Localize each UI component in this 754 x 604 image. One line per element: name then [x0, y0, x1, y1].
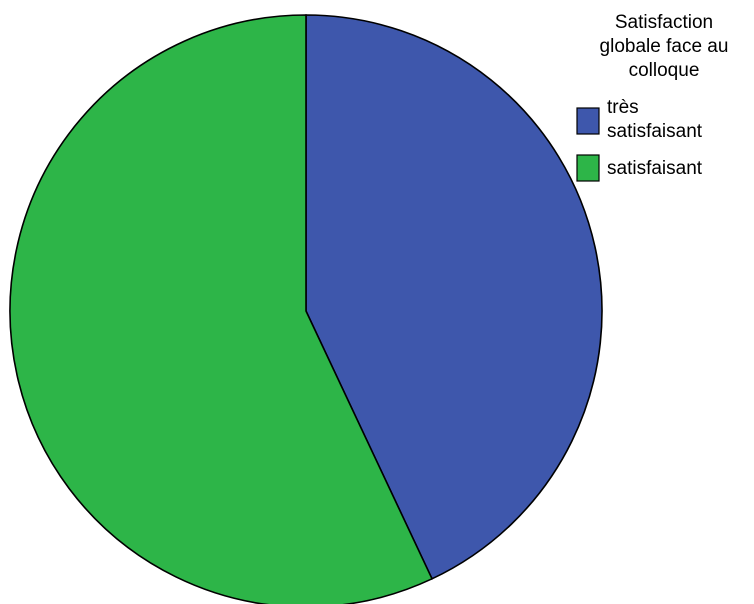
legend-swatch-tres-satisfaisant: [576, 107, 600, 135]
pie-slice-satisfaisant: [9, 14, 434, 604]
pie-slices: [9, 14, 603, 604]
legend: Satisfaction globale face au colloque tr…: [576, 12, 729, 182]
legend-item-satisfaisant: satisfaisant: [576, 154, 703, 182]
legend-label-tres-satisfaisant-line-2: satisfaisant: [607, 121, 703, 142]
legend-item-tres-satisfaisant: très satisfaisant: [576, 97, 703, 142]
legend-title-line-3: colloque: [629, 60, 700, 81]
legend-title-line-2: globale face au: [600, 36, 729, 57]
legend-label-tres-satisfaisant-line-1: très: [607, 97, 639, 118]
pie-slice-tr-s-satisfaisant: [305, 14, 603, 580]
legend-title-line-1: Satisfaction: [615, 12, 713, 33]
legend-label-satisfaisant: satisfaisant: [607, 158, 703, 179]
legend-swatch-satisfaisant: [576, 154, 600, 182]
